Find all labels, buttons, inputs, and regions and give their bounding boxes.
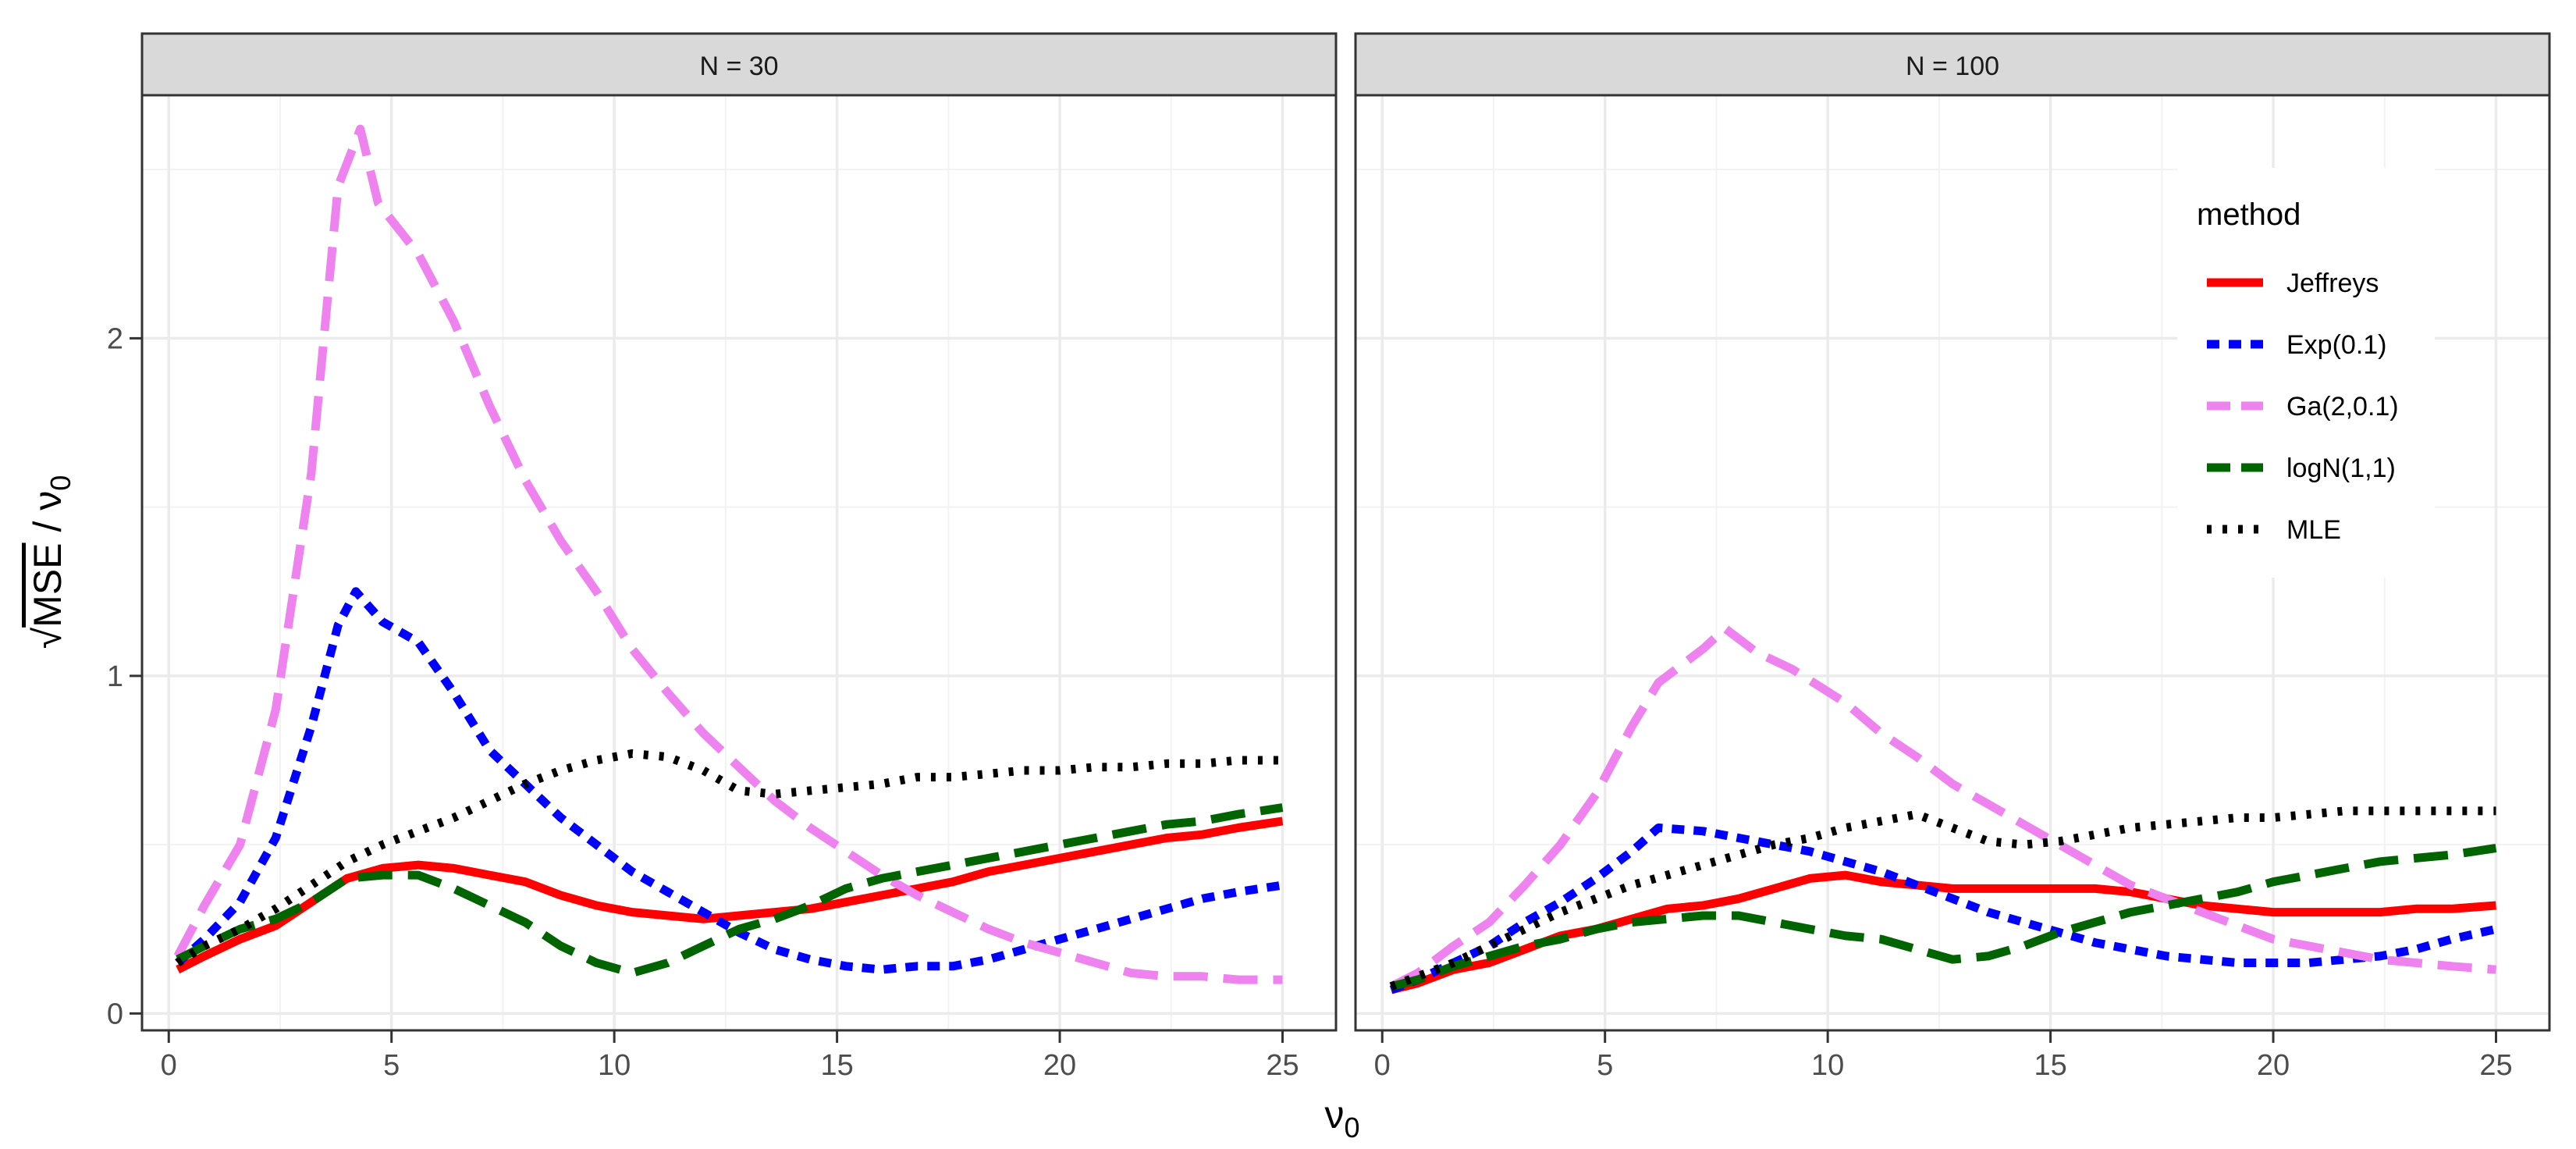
- legend-label: logN(1,1): [2286, 454, 2396, 483]
- x-tick-label: 20: [2257, 1049, 2290, 1082]
- series-lines: [1389, 624, 2497, 994]
- series-line-logn-1-1: [1390, 844, 2497, 991]
- panel-strip: [140, 32, 1338, 97]
- legend-item: Jeffreys: [2207, 269, 2379, 298]
- x-axis-title-nu: ν: [1324, 1093, 1344, 1137]
- x-tick-label: 5: [1597, 1049, 1613, 1082]
- y-tick-label: 2: [107, 322, 123, 355]
- y-axis-title-subscript: 0: [44, 475, 76, 491]
- grid: [142, 95, 1336, 1030]
- x-tick-label: 15: [820, 1049, 853, 1082]
- x-tick-label: 0: [161, 1049, 177, 1082]
- legend-label: MLE: [2286, 515, 2341, 545]
- panel-strip: [1354, 32, 2551, 97]
- series-line-exp-0-1: [1389, 824, 2497, 994]
- series-line-logn-1-1: [176, 803, 1284, 977]
- panel-title: N = 30: [699, 52, 778, 81]
- legend-label: Exp(0.1): [2286, 330, 2387, 360]
- x-axis-ticks: 0 5 10 15 20 25: [1374, 1031, 2513, 1082]
- series-line-ga-2-0-1: [173, 124, 1283, 984]
- x-axis-title-subscript: 0: [1344, 1112, 1359, 1144]
- series-line-exp-0-1: [175, 587, 1284, 974]
- x-axis-title: ν0: [1324, 1093, 1359, 1144]
- y-axis-title-sqrt: √: [26, 627, 69, 649]
- panel-background: [142, 95, 1336, 1030]
- x-tick-label: 10: [1811, 1049, 1844, 1082]
- x-tick-label: 5: [383, 1049, 400, 1082]
- legend-label: Jeffreys: [2286, 269, 2379, 298]
- series-line-mle: [1389, 806, 2496, 991]
- y-axis-title: √MSE / ν0: [26, 475, 76, 649]
- legend-item: Ga(2,0.1): [2207, 392, 2399, 422]
- series-line-jeffreys: [176, 816, 1284, 974]
- legend-box: [2177, 168, 2435, 578]
- legend: method Jeffreys Exp(0.1) Ga(2,0.1) logN(1,1…: [2177, 168, 2435, 578]
- panel-title: N = 100: [1906, 52, 1999, 81]
- x-tick-label: 20: [1043, 1049, 1076, 1082]
- x-tick-label: 25: [2479, 1049, 2512, 1082]
- x-tick-label: 15: [2034, 1049, 2066, 1082]
- x-tick-label: 0: [1374, 1049, 1391, 1082]
- series-line-ga-2-0-1: [1389, 624, 2496, 991]
- y-axis-title-slash: / ν: [26, 491, 69, 543]
- y-tick-label: 0: [107, 998, 123, 1030]
- x-axis-ticks: 0 5 10 15 20 25: [161, 1031, 1299, 1082]
- svg-text:ν0: ν0: [1324, 1093, 1359, 1144]
- x-tick-label: 10: [598, 1049, 631, 1082]
- panel-border: [1354, 94, 2551, 1032]
- y-tick-label: 1: [107, 660, 123, 693]
- legend-item: Exp(0.1): [2207, 330, 2387, 360]
- panel-n30: N = 30 0 5 10 15 20 25: [140, 32, 1338, 1082]
- series-lines: [173, 124, 1284, 984]
- panel-border: [140, 94, 1338, 1032]
- y-axis-title-mse: MSE: [26, 542, 69, 627]
- legend-item: logN(1,1): [2207, 454, 2396, 483]
- x-tick-label: 25: [1266, 1049, 1299, 1082]
- legend-title: method: [2197, 197, 2301, 232]
- legend-item: MLE: [2207, 515, 2341, 545]
- svg-text:√MSE / ν0: √MSE / ν0: [26, 475, 76, 649]
- series-line-mle: [175, 749, 1283, 967]
- y-axis-ticks: 0 1 2: [107, 322, 142, 1030]
- legend-label: Ga(2,0.1): [2286, 392, 2399, 422]
